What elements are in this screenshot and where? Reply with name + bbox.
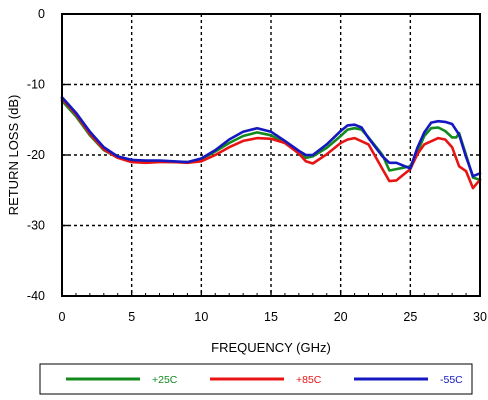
series-layer (60, 95, 482, 190)
y-axis-label: RETURN LOSS (dB) (6, 95, 21, 216)
x-tick-label: 30 (473, 310, 487, 324)
tick-labels: 0 5 10 15 20 25 30 0 -10 -20 -30 -40 (27, 7, 487, 324)
legend-label-+25C: +25C (152, 374, 178, 386)
x-tick-label: 5 (128, 310, 135, 324)
y-tick-label: -20 (27, 148, 45, 162)
series-line--55C (60, 95, 482, 178)
legend-label--55C: -55C (440, 374, 463, 386)
legend: +25C +85C -55C (39, 363, 473, 395)
x-tick-label: 10 (194, 310, 208, 324)
x-tick-label: 25 (403, 310, 417, 324)
series-line-+85C (60, 97, 482, 190)
x-tick-label: 20 (334, 310, 348, 324)
y-tick-label: -30 (27, 219, 45, 233)
grid-lines (62, 14, 480, 296)
x-axis-label: FREQUENCY (GHz) (211, 340, 331, 355)
x-tick-label: 0 (59, 310, 66, 324)
legend-label-+85C: +85C (296, 374, 322, 386)
y-tick-label: -10 (27, 78, 45, 92)
x-tick-label: 15 (264, 310, 278, 324)
y-tick-label: -40 (27, 289, 45, 303)
y-tick-label: 0 (38, 7, 45, 21)
